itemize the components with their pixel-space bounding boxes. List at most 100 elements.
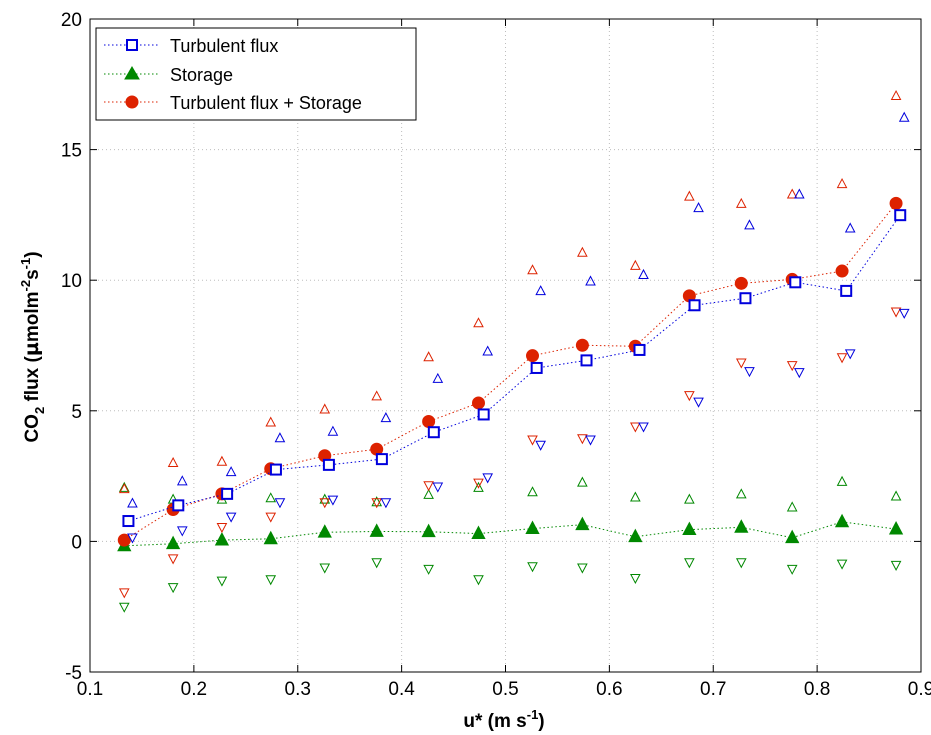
upper-bound-marker	[836, 178, 848, 189]
y-tick-label: 15	[61, 141, 82, 162]
upper-bound-marker	[216, 455, 228, 466]
y-tick-label: 20	[61, 10, 82, 31]
data-point	[172, 499, 185, 512]
tick-labels: 0.1 0.2 0.3 0.4 0.5 0.6 0.7 0.8 0.9 -5 0 5 10 15 20	[61, 10, 931, 700]
legend-item-storage: Storage	[104, 65, 233, 85]
data-point	[369, 523, 384, 537]
upper-bound-marker	[265, 416, 277, 427]
lower-bound-marker	[265, 575, 277, 586]
upper-bound-marker	[844, 222, 856, 233]
axis-ticks	[89, 18, 922, 673]
upper-bound-marker	[118, 481, 130, 492]
x-tick-label: 0.2	[181, 679, 207, 700]
lower-bound-marker	[638, 422, 649, 433]
upper-bound-marker	[473, 481, 484, 492]
x-tick-label: 0.4	[388, 679, 415, 700]
data-point	[834, 513, 850, 528]
series-0	[122, 111, 910, 544]
upper-bound-marker	[167, 456, 179, 468]
upper-bound-marker	[684, 493, 695, 504]
legend-label-storage: Storage	[170, 65, 233, 85]
x-tick-label: 0.9	[908, 679, 931, 700]
data-point	[317, 524, 332, 538]
lower-bound-marker	[380, 498, 392, 509]
x-axis-label: u* (m s-1)	[463, 707, 544, 732]
lower-bound-marker	[630, 422, 641, 433]
upper-bound-marker	[535, 285, 546, 296]
x-tick-label: 0.3	[285, 679, 311, 700]
upper-bound-marker	[371, 496, 383, 507]
lower-bound-marker	[535, 440, 546, 451]
data-point	[785, 529, 800, 544]
lower-bound-marker	[225, 512, 237, 523]
upper-bound-marker	[890, 490, 902, 501]
lower-bound-marker	[167, 554, 179, 565]
upper-bound-marker	[898, 111, 910, 122]
lower-bound-marker	[630, 573, 641, 585]
y-tick-label: -5	[65, 663, 82, 684]
lower-bound-marker	[735, 558, 747, 569]
upper-bound-marker	[423, 351, 434, 362]
upper-bound-marker	[735, 488, 747, 499]
lower-bound-marker	[527, 435, 538, 446]
upper-bound-marker	[482, 345, 494, 356]
upper-bound-marker	[380, 412, 392, 423]
lower-bound-marker	[735, 358, 747, 369]
data-point	[322, 458, 335, 471]
lower-bound-marker	[473, 575, 484, 586]
data-point	[580, 354, 593, 367]
data-point	[734, 276, 748, 290]
lower-bound-marker	[577, 434, 588, 445]
lower-bound-marker	[176, 526, 188, 537]
y-axis-label: CO2 flux (µmolm-2s-1)	[18, 251, 47, 442]
lower-bound-marker	[836, 353, 848, 364]
data-point	[575, 516, 590, 531]
lower-bound-marker	[127, 533, 138, 544]
lower-bound-marker	[371, 558, 383, 569]
y-tick-label: 0	[71, 532, 82, 553]
upper-bound-marker	[473, 317, 484, 328]
lower-bound-marker	[319, 498, 331, 509]
upper-bound-marker	[577, 476, 588, 487]
lower-bound-marker	[836, 559, 848, 570]
legend-label-total: Turbulent flux + Storage	[170, 93, 362, 113]
upper-bound-marker	[836, 475, 848, 486]
series-line	[124, 203, 897, 541]
lower-bound-marker	[167, 583, 179, 594]
data-point	[894, 209, 907, 222]
x-tick-label: 0.1	[77, 679, 103, 700]
lower-bound-marker	[423, 564, 434, 575]
upper-bound-marker	[118, 483, 130, 494]
series-layer	[117, 89, 910, 613]
x-tick-label: 0.5	[492, 679, 518, 700]
data-point	[575, 338, 589, 352]
lower-bound-marker	[527, 562, 538, 573]
data-point	[427, 426, 440, 439]
upper-bound-marker	[577, 246, 588, 257]
upper-bound-marker	[630, 491, 641, 502]
upper-bound-marker	[127, 497, 138, 508]
lower-bound-marker	[684, 558, 695, 569]
lower-bound-marker	[216, 576, 228, 587]
x-tick-label: 0.8	[804, 679, 830, 700]
upper-bound-marker	[176, 475, 188, 486]
data-point	[221, 487, 234, 500]
lower-bound-marker	[319, 563, 331, 574]
data-point	[471, 525, 486, 539]
upper-bound-marker	[527, 264, 538, 275]
legend-item-turbulent-flux: Turbulent flux	[104, 36, 278, 56]
upper-bound-marker	[793, 188, 805, 199]
legend-label-turbulent-flux: Turbulent flux	[170, 36, 278, 56]
upper-bound-marker	[327, 425, 339, 436]
upper-bound-marker	[265, 492, 277, 503]
data-point	[835, 264, 849, 278]
data-point	[525, 520, 540, 535]
lower-bound-marker	[371, 498, 383, 509]
lower-bound-marker	[786, 564, 798, 575]
upper-bound-marker	[684, 190, 695, 201]
data-point	[628, 528, 643, 543]
lower-bound-marker	[684, 391, 695, 402]
lower-bound-marker	[482, 473, 494, 484]
lower-bound-marker	[118, 602, 130, 613]
